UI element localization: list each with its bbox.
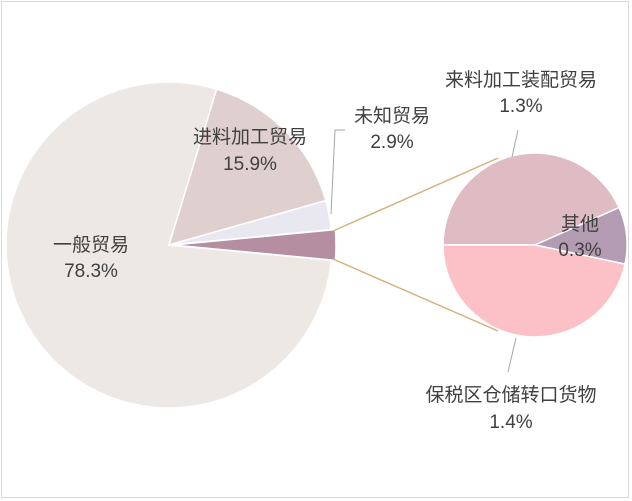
connector-line-bottom <box>332 258 499 332</box>
value-general-trade: 78.3% <box>64 261 118 282</box>
value-other: 0.3% <box>558 240 601 261</box>
label-general-trade: 一般贸易 <box>53 234 129 256</box>
value-bonded-warehouse: 1.4% <box>489 412 532 433</box>
value-unknown-trade: 2.9% <box>370 132 413 153</box>
leader-lines <box>330 129 519 373</box>
label-processing-assembly: 来料加工装配贸易 <box>445 69 597 91</box>
leader-line-processing <box>511 129 519 158</box>
secondary-pie-slice-0 <box>442 152 621 246</box>
secondary-pie-slice-2 <box>442 244 626 338</box>
connector-lines <box>332 157 499 332</box>
label-unknown-trade: 未知贸易 <box>354 105 430 127</box>
main-pie <box>5 81 337 409</box>
value-processing-assembly: 1.3% <box>499 96 542 117</box>
leader-line-unknown <box>330 129 345 215</box>
connector-line-top <box>332 157 499 232</box>
value-processing-imported: 15.9% <box>223 154 277 175</box>
label-bonded-warehouse: 保税区仓储转口货物 <box>425 384 596 406</box>
main-pie-slice-1 <box>167 88 327 247</box>
label-other: 其他 <box>561 213 599 235</box>
label-processing-imported: 进料加工贸易 <box>193 126 307 148</box>
leader-line-bonded <box>507 337 517 373</box>
secondary-pie <box>442 152 628 338</box>
